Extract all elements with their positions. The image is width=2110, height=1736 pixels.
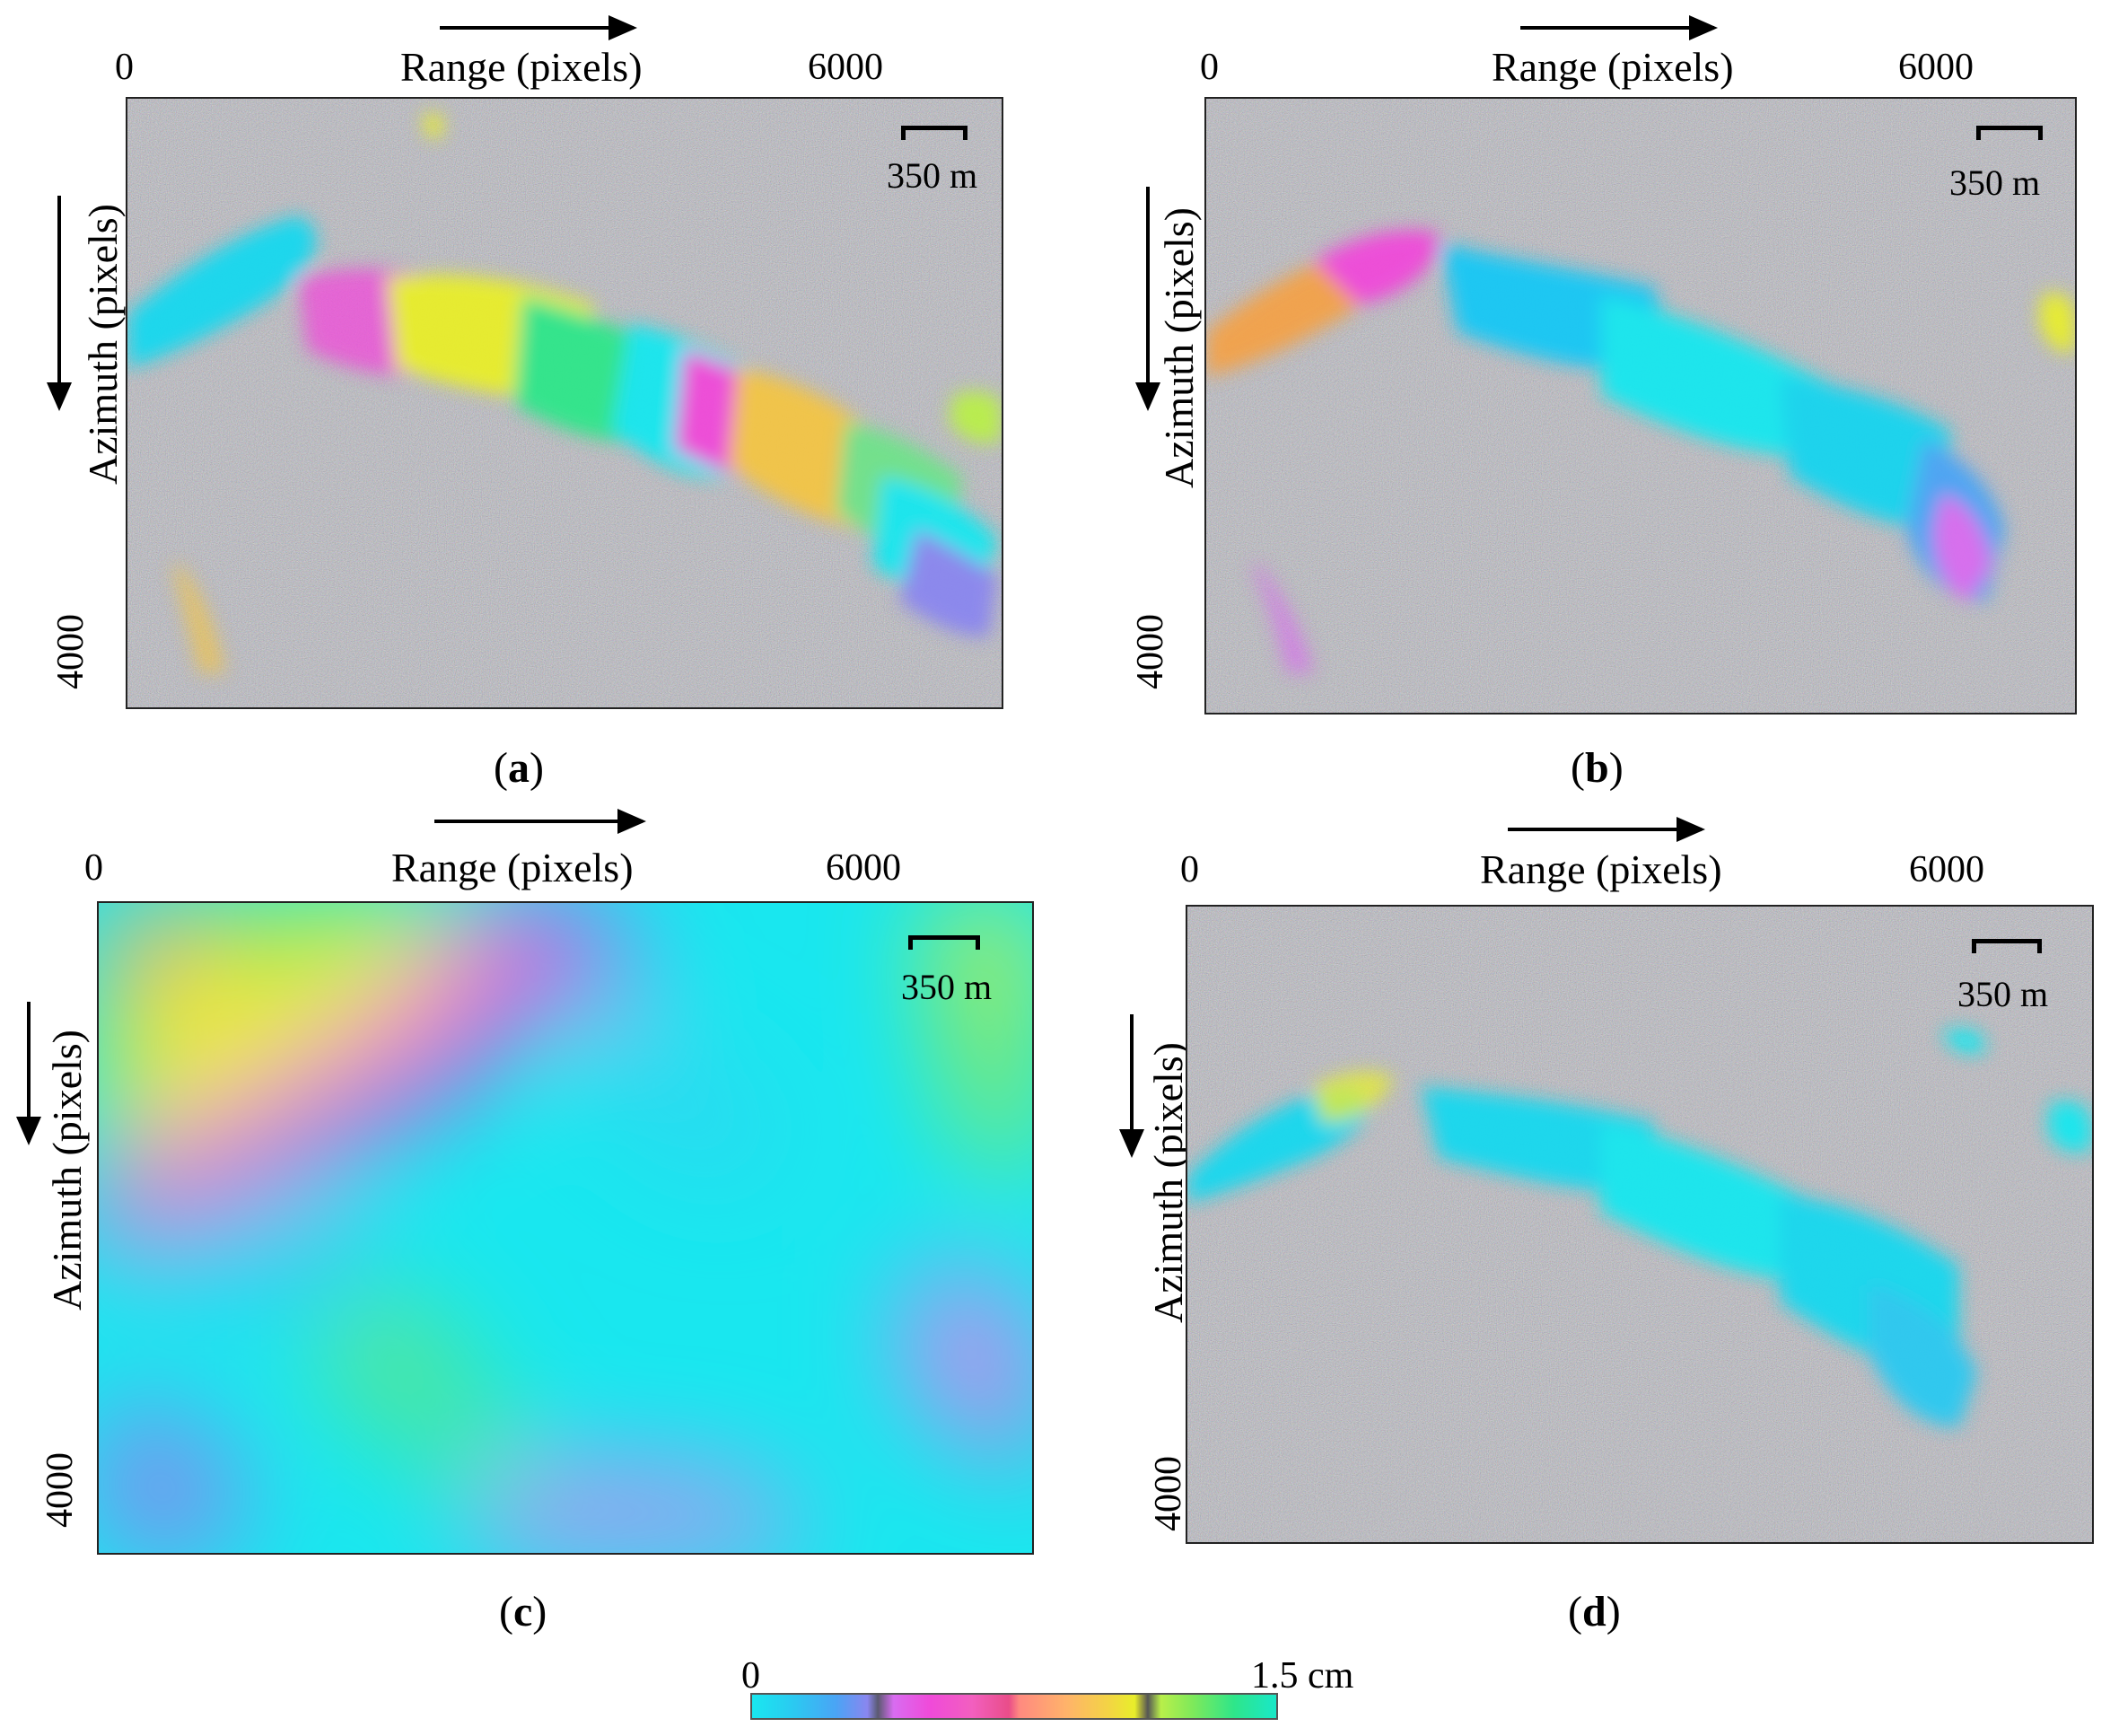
scale-label: 350 m	[1957, 974, 2049, 1014]
range-arrow	[434, 809, 646, 834]
range-axis-title: Range (pixels)	[391, 845, 634, 890]
azimuth-axis-title: Azimuth (pixels)	[1145, 1042, 1191, 1323]
range-arrow	[440, 15, 637, 40]
azimuth-axis-title: Azimuth (pixels)	[80, 204, 126, 485]
colorbar	[750, 1693, 1278, 1720]
interferogram-b: 350 m	[1204, 97, 2077, 715]
x-tick-end: 6000	[808, 47, 883, 88]
y-tick: 4000	[1148, 1456, 1189, 1531]
x-tick-end: 6000	[1898, 47, 1974, 88]
colorbar-max-label: 1.5 cm	[1251, 1655, 1354, 1697]
scale-bar	[908, 935, 980, 950]
x-tick-start: 0	[1200, 47, 1219, 88]
azimuth-arrow	[16, 1002, 41, 1145]
caption-c: (c)	[499, 1588, 547, 1635]
scale-label: 350 m	[901, 967, 993, 1007]
panel-c: 0 Range (pixels) 6000 Azimuth (pixels) 4…	[0, 808, 1055, 1634]
range-axis-title: Range (pixels)	[1480, 846, 1722, 892]
x-tick-start: 0	[115, 47, 134, 88]
scale-bar	[1972, 939, 2042, 953]
interferogram-a: 350 m	[126, 97, 1003, 709]
y-tick: 4000	[1130, 614, 1171, 689]
caption-b: (b)	[1571, 744, 1624, 792]
scale-label: 350 m	[1949, 162, 2041, 203]
x-tick-start: 0	[84, 847, 103, 889]
x-tick-end: 6000	[1909, 849, 1984, 890]
scale-label: 350 m	[887, 155, 978, 196]
corrected-interferogram-d: 350 m	[1186, 905, 2094, 1544]
phase-map	[99, 903, 1032, 1553]
range-axis-title: Range (pixels)	[400, 44, 643, 90]
scale-bar	[1976, 126, 2043, 140]
x-tick-start: 0	[1180, 849, 1199, 890]
phase-map	[127, 99, 1002, 707]
phase-map	[1187, 907, 2092, 1542]
x-tick-end: 6000	[826, 847, 901, 889]
y-tick: 4000	[39, 1452, 81, 1528]
azimuth-axis-title: Azimuth (pixels)	[1156, 207, 1202, 488]
panel-b: 0 Range (pixels) 6000 Azimuth (pixels) 4…	[1055, 0, 2110, 808]
caption-a: (a)	[494, 744, 544, 792]
azimuth-arrow	[1135, 187, 1160, 411]
scale-bar	[901, 126, 967, 140]
panel-d: 0 Range (pixels) 6000 Azimuth (pixels) 4…	[1055, 808, 2110, 1634]
azimuth-arrow	[47, 196, 72, 411]
azimuth-axis-title: Azimuth (pixels)	[44, 1030, 90, 1311]
caption-d: (d)	[1568, 1588, 1621, 1635]
azimuth-arrow	[1119, 1014, 1144, 1158]
range-arrow	[1508, 817, 1705, 842]
y-tick: 4000	[50, 614, 92, 689]
colorbar-min-label: 0	[741, 1655, 760, 1697]
atmospheric-phase-c: 350 m	[97, 901, 1034, 1555]
range-arrow	[1520, 15, 1718, 40]
phase-map	[1206, 99, 2075, 713]
range-axis-title: Range (pixels)	[1492, 44, 1734, 90]
panel-a: 0 Range (pixels) 6000 Azimuth (pixels) 4…	[0, 0, 1055, 808]
